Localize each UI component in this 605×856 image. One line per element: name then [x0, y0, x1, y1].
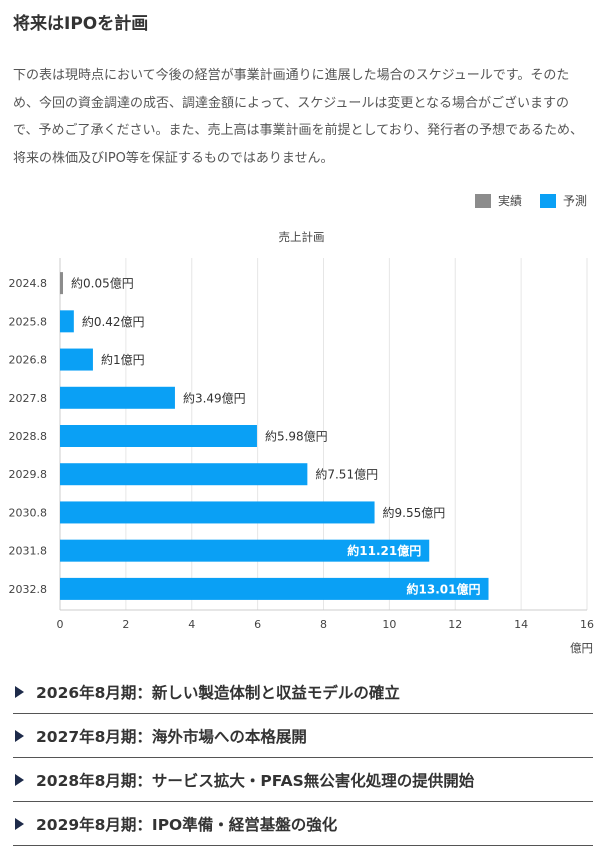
triangle-right-icon — [15, 685, 24, 698]
legend-swatch-actual — [474, 193, 491, 208]
x-tick-label: 14 — [514, 618, 528, 631]
bar — [60, 348, 93, 371]
bar-value-label: 約9.55億円 — [383, 505, 446, 520]
milestone-item-2026[interactable]: 2026年8月期：新しい製造体制と収益モデルの確立 — [13, 670, 593, 714]
y-tick-label: 2029.8 — [9, 468, 48, 481]
triangle-right-icon — [15, 817, 24, 830]
milestone-label: 2029年8月期：IPO準備・経営基盤の強化 — [36, 815, 338, 834]
x-tick-label: 2 — [122, 618, 129, 631]
y-tick-label: 2030.8 — [9, 506, 48, 519]
x-tick-label: 16 — [580, 618, 594, 631]
bar-value-label: 約5.98億円 — [265, 429, 328, 444]
x-axis-label: 億円 — [570, 641, 593, 655]
y-tick-label: 2027.8 — [9, 392, 48, 405]
bar — [60, 539, 430, 562]
y-tick-label: 2025.8 — [9, 315, 48, 328]
x-tick-label: 0 — [57, 618, 64, 631]
chart-legend: 実績 予測 — [457, 192, 587, 209]
y-tick-label: 2032.8 — [9, 583, 48, 596]
milestone-label: 2028年8月期：サービス拡大・PFAS無公害化処理の提供開始 — [36, 771, 475, 790]
x-tick-label: 12 — [448, 618, 462, 631]
legend-swatch-forecast — [539, 193, 556, 208]
y-tick-label: 2024.8 — [9, 277, 48, 290]
bar-value-label: 約0.42億円 — [82, 314, 145, 329]
page-title: 将来はIPOを計画 — [13, 14, 149, 34]
bar — [60, 501, 375, 524]
bar-value-label: 約0.05億円 — [71, 276, 134, 291]
bar — [60, 463, 308, 486]
x-tick-label: 4 — [188, 618, 195, 631]
bar — [60, 577, 489, 600]
bar — [60, 386, 175, 409]
bar-value-label: 約7.51億円 — [315, 467, 378, 482]
milestone-label: 2026年8月期：新しい製造体制と収益モデルの確立 — [36, 683, 400, 702]
chart-svg: 売上計画 0 2 4 6 8 10 12 14 16 億円 2024.8 約0.05億円 2025.8 約0… — [9, 230, 595, 655]
y-tick-label: 2031.8 — [9, 545, 48, 558]
x-tick-label: 10 — [382, 618, 396, 631]
bar — [60, 310, 74, 333]
x-tick-label: 6 — [254, 618, 261, 631]
y-tick-label: 2028.8 — [9, 430, 48, 443]
legend-label-forecast: 予測 — [562, 194, 587, 208]
legend-label-actual: 実績 — [497, 194, 522, 208]
chart-title: 売上計画 — [279, 230, 325, 244]
legend-item-forecast[interactable]: 予測 — [539, 192, 587, 209]
bar — [60, 272, 63, 295]
legend-item-actual[interactable]: 実績 — [474, 192, 522, 209]
bar-value-label: 約1億円 — [101, 352, 145, 367]
milestone-item-2029[interactable]: 2029年8月期：IPO準備・経営基盤の強化 — [13, 802, 593, 846]
bar — [60, 425, 257, 447]
triangle-right-icon — [15, 773, 24, 786]
sales-plan-chart: 売上計画 0 2 4 6 8 10 12 14 16 億円 2024.8 約0.05億円 2025.8 約0… — [0, 222, 605, 660]
schedule-description: 下の表は現時点において今後の経営が事業計画通りに進展した場合のスケジュールです。… — [13, 68, 584, 166]
bar-value-label: 約3.49億円 — [183, 390, 246, 405]
milestone-item-2028[interactable]: 2028年8月期：サービス拡大・PFAS無公害化処理の提供開始 — [13, 758, 593, 802]
x-tick-label: 8 — [320, 618, 327, 631]
triangle-right-icon — [15, 729, 24, 742]
y-tick-label: 2026.8 — [9, 354, 48, 367]
milestone-label: 2027年8月期：海外市場への本格展開 — [36, 727, 307, 746]
milestone-item-2027[interactable]: 2027年8月期：海外市場への本格展開 — [13, 714, 593, 758]
bar-value-label: 約11.21億円 — [347, 543, 421, 558]
bar-value-label: 約13.01億円 — [407, 581, 481, 596]
milestone-list: 2026年8月期：新しい製造体制と収益モデルの確立 2027年8月期：海外市場へ… — [13, 670, 593, 846]
